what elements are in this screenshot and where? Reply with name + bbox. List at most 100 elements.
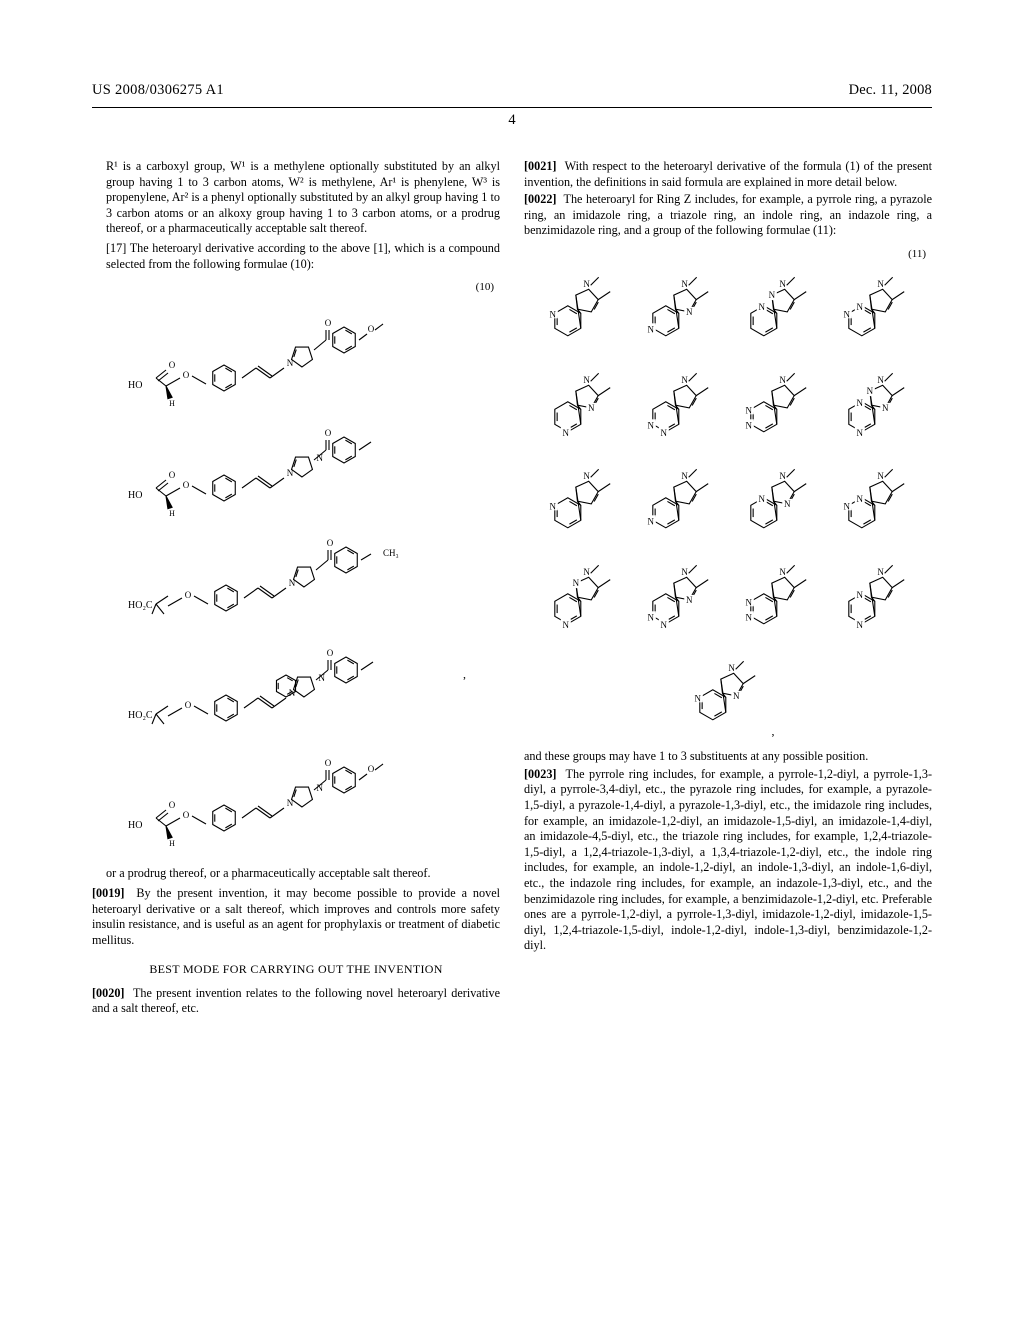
svg-text:N: N — [844, 501, 851, 511]
para-0020: [0020] The present invention relates to … — [92, 986, 500, 1017]
heteroaryl-structure: NNN — [733, 361, 821, 451]
svg-text:,: , — [463, 667, 466, 681]
svg-text:N: N — [857, 494, 864, 504]
svg-text:N: N — [573, 578, 580, 588]
svg-text:N: N — [779, 279, 786, 289]
svg-text:N: N — [583, 279, 590, 289]
heteroaryl-structure: NNN, — [524, 649, 932, 739]
svg-text:O: O — [183, 370, 190, 380]
svg-text:N: N — [681, 375, 688, 385]
svg-text:N: N — [661, 620, 668, 630]
svg-text:HO₂C: HO₂C — [128, 710, 153, 721]
svg-text:H: H — [169, 509, 175, 518]
svg-text:N: N — [877, 279, 884, 289]
heteroaryl-structure: NNNN — [635, 553, 723, 643]
para-num-0020: [0020] — [92, 986, 125, 1000]
svg-text:O: O — [368, 764, 375, 774]
svg-text:N: N — [583, 375, 590, 385]
svg-text:N: N — [287, 798, 294, 808]
heteroaryl-structure: NNN — [831, 265, 919, 355]
para-num-0022: [0022] — [524, 192, 557, 206]
heteroaryl-structure: NNN — [733, 553, 821, 643]
svg-text:N: N — [681, 567, 688, 577]
svg-text:N: N — [648, 324, 655, 334]
formula-10-structures: HOOHONOOHOOHONNOHO₂CONOCH₃HO₂CONNO,HOOHO… — [92, 298, 500, 858]
svg-text:N: N — [867, 386, 874, 396]
heteroaryl-structure: NN — [635, 457, 723, 547]
svg-text:N: N — [550, 501, 557, 511]
page-number: 4 — [0, 112, 1024, 129]
para-0023-text: The pyrrole ring includes, for example, … — [524, 767, 932, 953]
svg-text:N: N — [746, 420, 753, 430]
svg-text:N: N — [728, 663, 735, 673]
header-rule — [92, 107, 932, 108]
heteroaryl-structure: NNN — [635, 361, 723, 451]
patent-date: Dec. 11, 2008 — [849, 82, 932, 99]
svg-text:N: N — [563, 428, 570, 438]
svg-text:HO: HO — [128, 380, 142, 391]
svg-text:N: N — [588, 403, 595, 413]
svg-text:N: N — [746, 597, 753, 607]
heteroaryl-structure: NNN — [733, 457, 821, 547]
after-formula-11: and these groups may have 1 to 3 substit… — [524, 749, 932, 765]
svg-text:O: O — [183, 810, 190, 820]
svg-text:N: N — [759, 302, 766, 312]
svg-text:HO₂C: HO₂C — [128, 600, 153, 611]
section-title: BEST MODE FOR CARRYING OUT THE INVENTION — [92, 962, 500, 977]
svg-text:N: N — [681, 279, 688, 289]
svg-text:N: N — [733, 691, 740, 701]
patent-number: US 2008/0306275 A1 — [92, 82, 224, 99]
heteroaryl-structure: NNN — [537, 553, 625, 643]
intro-paragraph: R¹ is a carboxyl group, W¹ is a methylen… — [106, 159, 500, 237]
svg-text:N: N — [779, 567, 786, 577]
after-formula-10: or a prodrug thereof, or a pharmaceutica… — [106, 866, 500, 882]
svg-text:O: O — [368, 324, 375, 334]
svg-text:O: O — [325, 758, 332, 768]
heteroaryl-structure: NNN — [733, 265, 821, 355]
heteroaryl-structure: NNN — [831, 457, 919, 547]
svg-text:N: N — [857, 590, 864, 600]
item-17: [17] The heteroaryl derivative according… — [106, 241, 500, 272]
para-num-0021: [0021] — [524, 159, 557, 173]
svg-text:N: N — [877, 471, 884, 481]
svg-text:N: N — [648, 516, 655, 526]
svg-text:N: N — [583, 567, 590, 577]
svg-text:N: N — [563, 620, 570, 630]
para-0022: [0022] The heteroaryl for Ring Z include… — [524, 192, 932, 239]
svg-text:N: N — [844, 309, 851, 319]
para-0020-text: The present invention relates to the fol… — [92, 986, 500, 1016]
para-0021-text: With respect to the heteroaryl derivativ… — [524, 159, 932, 189]
para-0019-text: By the present invention, it may become … — [92, 886, 500, 947]
svg-text:N: N — [784, 499, 791, 509]
svg-text:N: N — [759, 494, 766, 504]
formula-10-label: (10) — [92, 280, 500, 294]
left-column: R¹ is a carboxyl group, W¹ is a methylen… — [92, 159, 500, 1019]
para-0019: [0019] By the present invention, it may … — [92, 886, 500, 948]
heteroaryl-structure: NN — [537, 457, 625, 547]
svg-text:N: N — [661, 428, 668, 438]
svg-text:O: O — [169, 470, 176, 480]
svg-text:N: N — [694, 693, 701, 703]
svg-text:O: O — [169, 800, 176, 810]
svg-text:O: O — [325, 318, 332, 328]
right-column: [0021] With respect to the heteroaryl de… — [524, 159, 932, 1019]
heteroaryl-structure: NNN — [831, 553, 919, 643]
svg-text:CH₃: CH₃ — [383, 548, 399, 558]
formula-11-label: (11) — [524, 247, 932, 261]
svg-text:N: N — [550, 309, 557, 319]
svg-text:N: N — [648, 420, 655, 430]
svg-text:N: N — [769, 290, 776, 300]
svg-text:O: O — [169, 360, 176, 370]
svg-text:N: N — [857, 302, 864, 312]
heteroaryl-structure: NN — [537, 265, 625, 355]
svg-text:N: N — [681, 471, 688, 481]
svg-text:N: N — [686, 595, 693, 605]
svg-text:HO: HO — [128, 490, 142, 501]
svg-text:O: O — [185, 700, 192, 710]
heteroaryl-structure: N N N — [635, 265, 723, 355]
svg-text:O: O — [185, 590, 192, 600]
svg-text:H: H — [169, 839, 175, 848]
svg-text:O: O — [325, 428, 332, 438]
svg-text:N: N — [686, 307, 693, 317]
svg-text:H: H — [169, 399, 175, 408]
